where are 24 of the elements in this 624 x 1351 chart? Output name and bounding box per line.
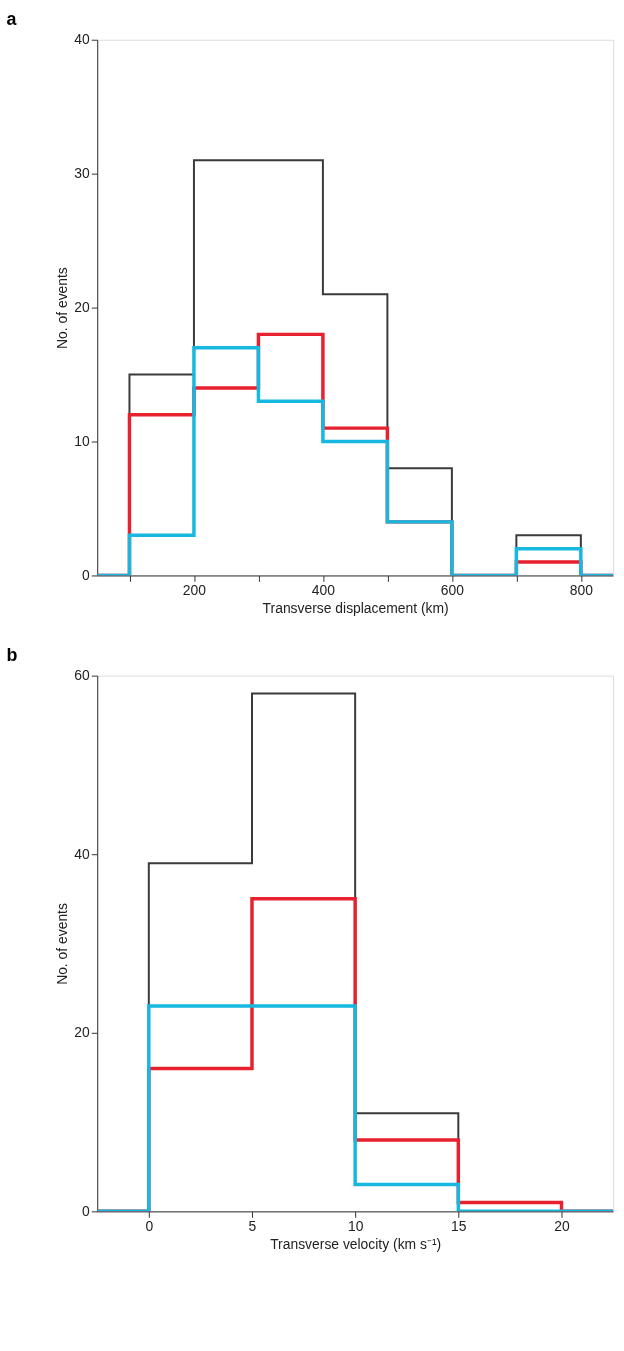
y-axis-title: No. of events	[54, 903, 71, 985]
x-tick-label: 400	[311, 581, 336, 598]
y-tick-label: 60	[74, 667, 91, 684]
y-tick-label: 20	[74, 299, 91, 316]
y-tick-label: 0	[82, 566, 91, 583]
y-tick-label: 0	[82, 1202, 91, 1219]
x-tick-label: 600	[440, 581, 465, 598]
x-tick-label: 10	[347, 1217, 364, 1234]
x-tick-label: 5	[248, 1217, 257, 1234]
chart-title: b	[6, 644, 18, 665]
x-tick-label: 200	[182, 581, 207, 598]
y-tick-label: 30	[74, 165, 91, 182]
y-axis-title: No. of events	[54, 267, 71, 349]
y-tick-label: 40	[74, 845, 91, 862]
x-tick-label: 800	[569, 581, 594, 598]
y-tick-label: 20	[74, 1024, 91, 1041]
x-axis-title: Transverse displacement (km)	[262, 599, 449, 616]
x-axis-title: Transverse velocity (km s⁻¹)	[270, 1235, 442, 1252]
x-tick-label: 15	[451, 1217, 467, 1234]
y-tick-label: 10	[74, 432, 91, 449]
x-tick-label: 20	[554, 1217, 570, 1234]
x-tick-label: 0	[145, 1217, 154, 1234]
y-tick-label: 40	[74, 31, 91, 48]
chart-title: a	[6, 8, 18, 29]
